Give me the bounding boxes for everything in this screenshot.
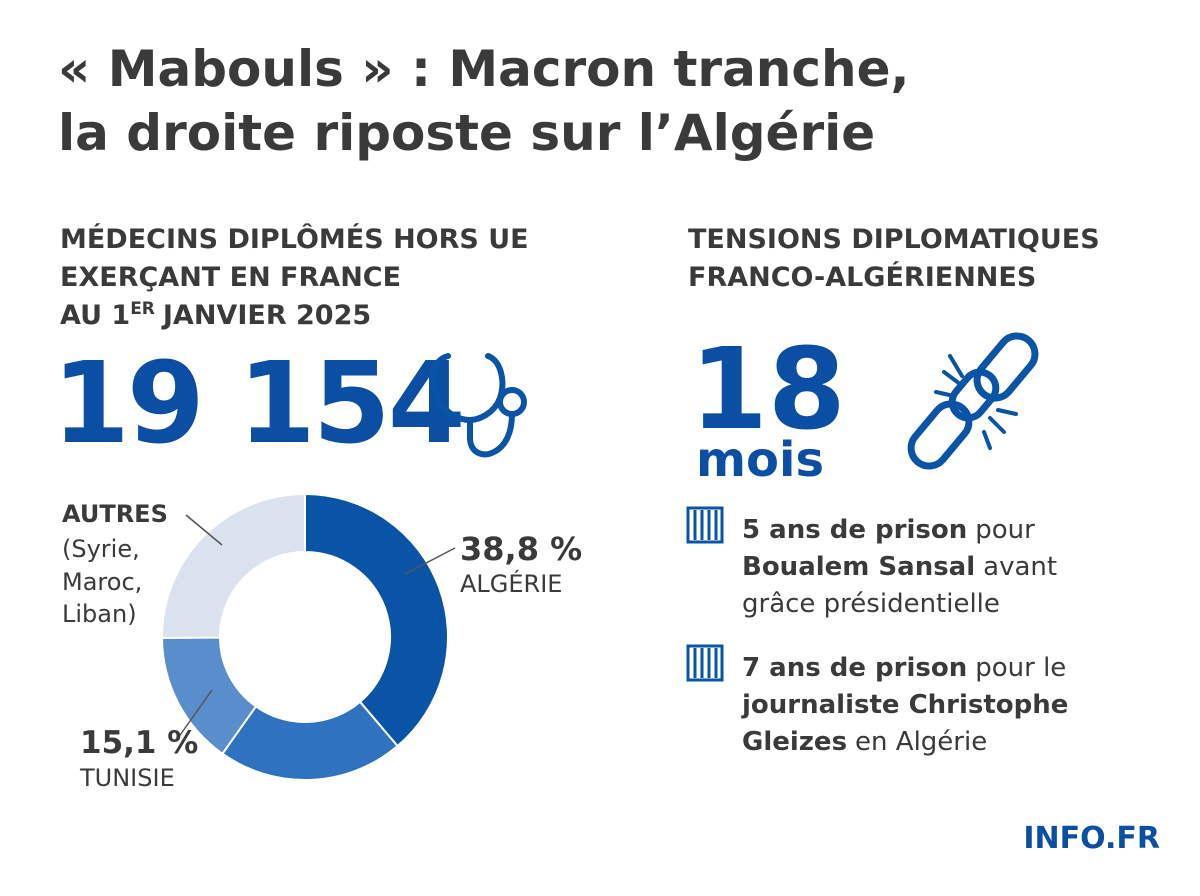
duration-unit: mois bbox=[696, 432, 824, 488]
fact-text: pour bbox=[975, 515, 1035, 545]
autres-detail: Maroc, bbox=[62, 568, 142, 596]
left-heading-date: AU 1ER JANVIER 2025 bbox=[60, 299, 371, 331]
autres-detail: (Syrie, bbox=[62, 535, 140, 563]
leader-line bbox=[404, 547, 456, 575]
leader-line bbox=[185, 514, 223, 546]
donut-segment bbox=[304, 492, 449, 748]
prison-icon bbox=[686, 506, 724, 544]
fact-line: 7 ans de prison pour le bbox=[742, 653, 1066, 683]
title-line: la droite riposte sur l’Algérie bbox=[58, 104, 875, 162]
leader-line bbox=[177, 689, 213, 739]
left-heading: MÉDECINS DIPLÔMÉS HORS UE bbox=[60, 223, 529, 255]
fact-line: grâce présidentielle bbox=[742, 589, 1000, 619]
fact-bold: 7 ans de prison bbox=[742, 653, 967, 683]
fact-bold: 5 ans de prison bbox=[742, 515, 967, 545]
big-number: 19 154 bbox=[52, 339, 463, 469]
prison-icon bbox=[686, 644, 724, 682]
date-rest: JANVIER 2025 bbox=[161, 300, 371, 331]
category-label: TUNISIE bbox=[79, 764, 175, 792]
duration-number: 18 bbox=[690, 325, 846, 455]
prison-frame bbox=[686, 506, 724, 544]
value-label: 15,1 % bbox=[80, 725, 198, 761]
value-label: 38,8 % bbox=[460, 530, 582, 568]
fact-bold: journaliste Christophe bbox=[741, 690, 1068, 720]
broken-chain-icon bbox=[907, 332, 1039, 470]
category-label: AUTRES bbox=[62, 500, 168, 528]
fact-text: grâce présidentielle bbox=[742, 589, 1000, 619]
right-heading: TENSIONS DIPLOMATIQUES bbox=[688, 224, 1100, 255]
fact-bold: Gleizes bbox=[742, 727, 847, 757]
stethoscope-icon bbox=[430, 353, 527, 458]
brand: INFO.FR bbox=[1023, 821, 1160, 856]
right-heading: FRANCO-ALGÉRIENNES bbox=[688, 261, 1036, 293]
fact-text: en Algérie bbox=[855, 727, 987, 757]
fact-line: journaliste Christophe bbox=[741, 690, 1068, 720]
date-prefix: AU 1 bbox=[60, 300, 130, 331]
autres-detail: Liban) bbox=[62, 600, 137, 628]
fact-line: Gleizes en Algérie bbox=[742, 727, 987, 757]
left-heading: EXERÇANT EN FRANCE bbox=[60, 262, 401, 293]
donut-segment bbox=[161, 492, 306, 639]
fact-text: pour le bbox=[975, 653, 1066, 683]
donut-chart bbox=[160, 492, 449, 781]
date-superscript: ER bbox=[130, 299, 155, 319]
fact-line: 5 ans de prison pour bbox=[742, 515, 1035, 545]
fact-line: Boualem Sansal avant bbox=[742, 552, 1057, 582]
title-line: « Mabouls » : Macron tranche, bbox=[58, 40, 910, 98]
fact-bold: Boualem Sansal bbox=[742, 552, 975, 582]
category-label: ALGÉRIE bbox=[460, 569, 562, 598]
fact-text: avant bbox=[983, 552, 1057, 582]
prison-frame bbox=[686, 644, 724, 682]
